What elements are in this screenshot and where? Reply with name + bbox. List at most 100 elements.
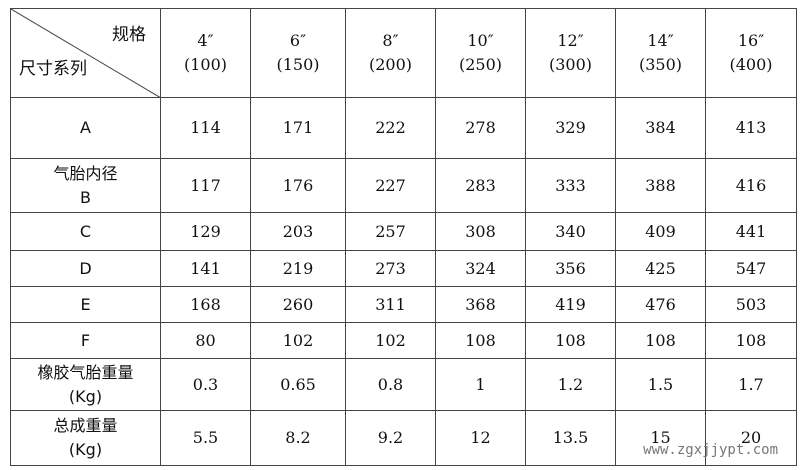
spec-table: 规格 尺寸系列 4″ (100) 6″ (150) 8″ (200) 10″ (250) 12″…	[10, 8, 797, 466]
value-cell: 257	[345, 212, 436, 251]
value-cell: 12	[435, 410, 526, 466]
label-line: D	[79, 258, 92, 278]
row: F 80 102 102 108 108 108 108	[10, 322, 797, 359]
size: 10″	[467, 31, 494, 50]
header-cell: 16″ (400)	[705, 8, 797, 98]
mm: (400)	[729, 55, 773, 74]
value-cell: 311	[345, 286, 436, 323]
mm: (100)	[183, 55, 228, 74]
row: D 141 219 273 324 356 425 547	[10, 250, 797, 287]
diagonal	[11, 9, 161, 98]
size: 8″	[382, 31, 399, 50]
value-cell: 283	[435, 158, 526, 213]
label-line: 气胎内径	[53, 163, 118, 183]
value-cell: 1.5	[615, 358, 706, 411]
header-cell: 6″ (150)	[250, 8, 346, 98]
header-row: 规格 尺寸系列 4″ (100) 6″ (150) 8″ (200) 10″ (250) 12″…	[10, 8, 797, 98]
size: 16″	[737, 31, 765, 50]
mm: (250)	[458, 55, 503, 74]
value-cell: 171	[250, 97, 346, 159]
label-line: B	[80, 187, 91, 207]
size: 4″	[197, 31, 214, 50]
header-cell: 10″ (250)	[435, 8, 526, 98]
header-cell: 12″ (300)	[525, 8, 616, 98]
value-cell: 176	[250, 158, 346, 213]
value-cell: 168	[160, 286, 251, 323]
label-line: E	[80, 294, 91, 314]
value-cell: 108	[615, 322, 706, 359]
value-cell: 324	[435, 250, 526, 287]
row: C 129 203 257 308 340 409 441	[10, 212, 797, 251]
value-cell: 117	[160, 158, 251, 213]
value-cell: 356	[525, 250, 616, 287]
value-cell: 333	[525, 158, 616, 213]
label-line: (Kg)	[68, 440, 103, 459]
value-cell: 1.2	[525, 358, 616, 411]
value-cell: 419	[525, 286, 616, 323]
value-cell: 1	[435, 358, 526, 411]
row-label: 总成重量 (Kg)	[10, 410, 161, 466]
label-line: A	[80, 118, 91, 137]
row: E 168 260 311 368 419 476 503	[10, 286, 797, 323]
row-label: C	[10, 212, 161, 251]
row: 气胎内径 B 117 176 227 283 333 388 416	[10, 158, 797, 213]
corner-cell: 规格 尺寸系列	[10, 8, 161, 98]
watermark: www.zgxjjypt.com	[643, 442, 778, 458]
mm: (300)	[548, 55, 593, 74]
mm: (150)	[276, 55, 320, 74]
row-label: 气胎内径 B	[10, 158, 161, 213]
value-cell: 13.5	[525, 410, 616, 466]
row-label: D	[10, 250, 161, 287]
value-cell: 413	[705, 97, 797, 159]
row: 橡胶气胎重量 (Kg) 0.3 0.65 0.8 1 1.2 1.5 1.7	[10, 358, 797, 411]
value-cell: 227	[345, 158, 436, 213]
value-cell: 203	[250, 212, 346, 251]
label-line: C	[79, 221, 92, 241]
value-cell: 114	[160, 97, 251, 159]
value-cell: 503	[705, 286, 797, 323]
value-cell: 547	[705, 250, 797, 287]
value-cell: 273	[345, 250, 436, 287]
corner-bottom: 尺寸系列	[19, 59, 87, 79]
size: 12″	[557, 31, 584, 50]
label-line: 总成重量	[53, 416, 118, 435]
value-cell: 8.2	[250, 410, 346, 466]
row-label: 橡胶气胎重量 (Kg)	[10, 358, 161, 411]
value-cell: 80	[160, 322, 251, 359]
value-cell: 141	[160, 250, 251, 287]
label-line: 橡胶气胎重量	[37, 362, 134, 382]
row: A 114 171 222 278 329 384 413	[10, 97, 797, 159]
mm: (200)	[368, 55, 413, 74]
mm: (350)	[638, 55, 683, 74]
row: 总成重量 (Kg) 5.5 8.2 9.2 12 13.5 15 20	[10, 410, 797, 466]
size: 6″	[289, 31, 307, 50]
header-cell: 4″ (100)	[160, 8, 251, 98]
value-cell: 108	[705, 322, 797, 359]
header-cell: 8″ (200)	[345, 8, 436, 98]
value-cell: 416	[705, 158, 797, 213]
value-cell: 0.65	[250, 358, 346, 411]
value-cell: 329	[525, 97, 616, 159]
value-cell: 129	[160, 212, 251, 251]
corner-top: 规格	[112, 25, 146, 45]
label-line: (Kg)	[68, 386, 103, 406]
value-cell: 108	[525, 322, 616, 359]
value-cell: 476	[615, 286, 706, 323]
value-cell: 1.7	[705, 358, 797, 411]
value-cell: 9.2	[345, 410, 436, 466]
value-cell: 308	[435, 212, 526, 251]
value-cell: 388	[615, 158, 706, 213]
value-cell: 425	[615, 250, 706, 287]
value-cell: 102	[345, 322, 436, 359]
value-cell: 15	[615, 410, 706, 466]
value-cell: 368	[435, 286, 526, 323]
value-cell: 108	[435, 322, 526, 359]
value-cell: 340	[525, 212, 616, 251]
row-label: E	[10, 286, 161, 323]
value-cell: 278	[435, 97, 526, 159]
size: 14″	[647, 31, 674, 50]
value-cell: 441	[705, 212, 797, 251]
row-label: A	[10, 97, 161, 159]
value-cell: 222	[345, 97, 436, 159]
